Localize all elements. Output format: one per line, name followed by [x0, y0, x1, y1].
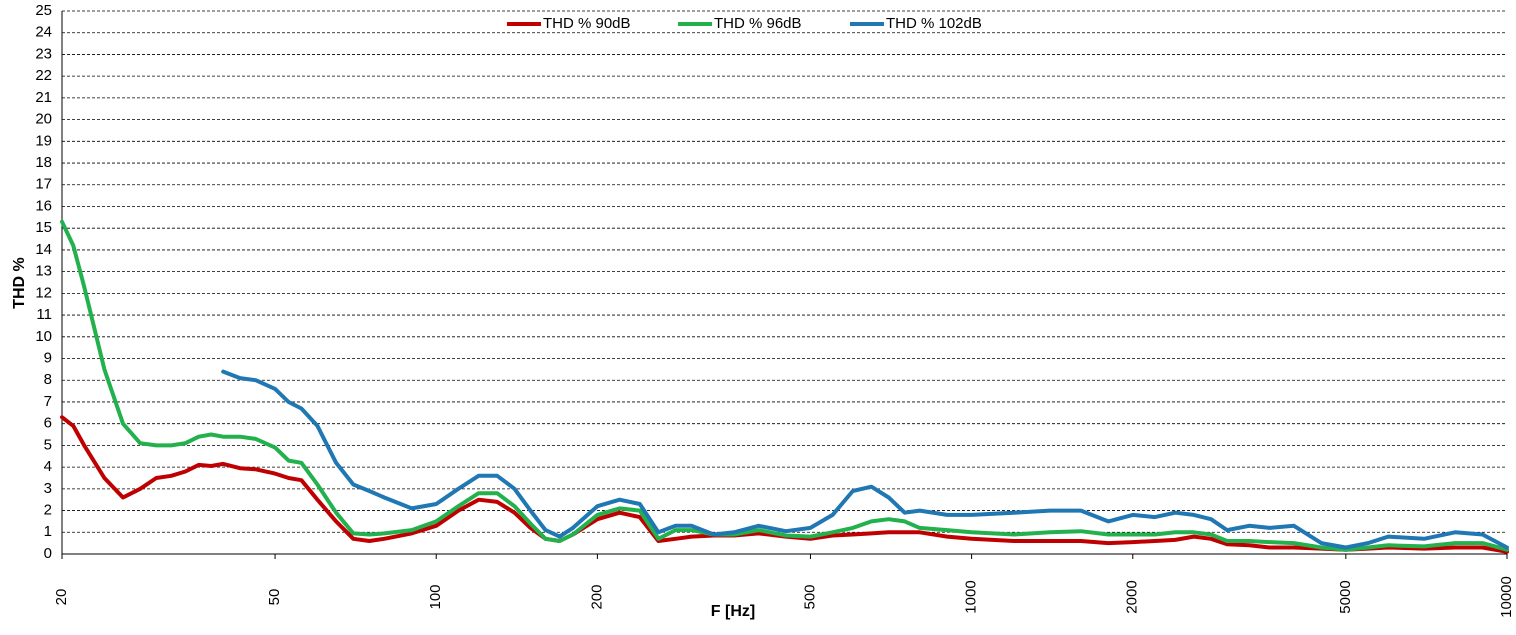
y-tick-label: 5: [44, 436, 52, 453]
y-tick-label: 4: [44, 458, 52, 475]
x-tick-label: 5000: [1337, 580, 1354, 613]
y-tick-label: 7: [44, 393, 52, 410]
legend-label: THD % 96dB: [714, 15, 802, 32]
y-tick-label: 6: [44, 415, 52, 432]
x-tick-label: 100: [427, 584, 444, 609]
y-tick-label: 3: [44, 480, 52, 497]
y-tick-label: 8: [44, 371, 52, 388]
y-tick-label: 0: [44, 545, 52, 562]
y-tick-label: 17: [35, 176, 52, 193]
y-tick-label: 23: [35, 45, 52, 62]
y-tick-label: 11: [36, 306, 52, 323]
x-tick-label: 1000: [963, 580, 980, 613]
x-tick-label: 50: [266, 589, 283, 606]
x-tick-label: 500: [801, 584, 818, 609]
x-tick-label: 10000: [1498, 576, 1515, 618]
y-tick-label: 20: [35, 111, 52, 128]
y-tick-label: 24: [35, 24, 52, 41]
y-tick-label: 13: [35, 263, 52, 280]
data-line: [60, 219, 1509, 552]
y-tick-label: 12: [35, 284, 52, 301]
x-axis-label: F [Hz]: [711, 603, 755, 620]
y-tick-label: 21: [35, 89, 52, 106]
y-tick-label: 2: [44, 502, 52, 519]
y-tick-label: 14: [35, 241, 52, 258]
y-tick-label: 19: [35, 132, 52, 149]
y-axis-label: THD %: [11, 257, 28, 309]
legend-label: THD % 102dB: [886, 15, 982, 32]
y-tick-label: 1: [44, 523, 52, 540]
data-line: [60, 415, 1509, 554]
legend-label: THD % 90dB: [543, 15, 631, 32]
data-line: [221, 369, 1509, 550]
y-tick-label: 25: [35, 2, 52, 19]
x-tick-label: 2000: [1124, 580, 1141, 613]
y-tick-label: 18: [35, 154, 52, 171]
x-tick-label: 20: [53, 589, 70, 606]
y-tick-label: 22: [35, 67, 52, 84]
y-tick-label: 10: [35, 328, 52, 345]
x-tick-label: 200: [588, 584, 605, 609]
y-tick-label: 15: [35, 219, 52, 236]
y-tick-label: 9: [44, 349, 52, 366]
y-tick-label: 16: [35, 197, 52, 214]
